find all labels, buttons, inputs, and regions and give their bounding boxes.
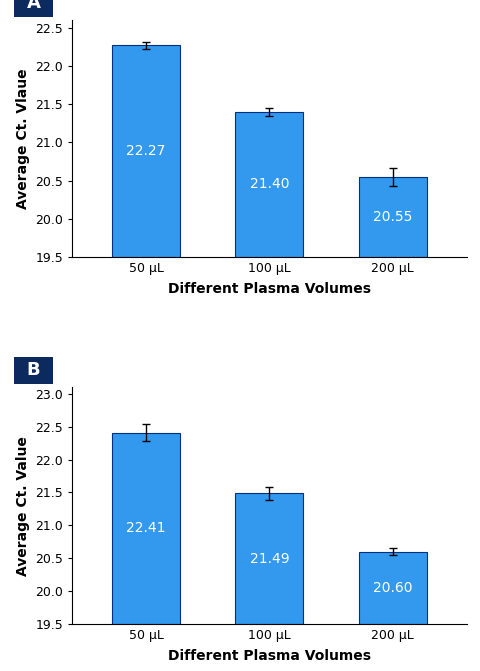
X-axis label: Different Plasma Volumes: Different Plasma Volumes <box>168 649 370 663</box>
Y-axis label: Average Ct. Value: Average Ct. Value <box>16 435 30 576</box>
Text: 22.27: 22.27 <box>126 144 166 158</box>
Text: 21.49: 21.49 <box>249 552 288 566</box>
Bar <box>358 176 426 257</box>
Text: 20.60: 20.60 <box>372 581 411 595</box>
Bar <box>358 552 426 624</box>
Text: 21.40: 21.40 <box>249 177 288 191</box>
Bar <box>235 493 302 624</box>
Y-axis label: Average Ct. Vlaue: Average Ct. Vlaue <box>16 68 30 209</box>
Text: 22.41: 22.41 <box>126 521 166 535</box>
Text: 20.55: 20.55 <box>372 210 411 224</box>
Bar <box>235 112 302 257</box>
Bar <box>112 433 180 624</box>
Text: B: B <box>27 362 40 379</box>
X-axis label: Different Plasma Volumes: Different Plasma Volumes <box>168 282 370 296</box>
Bar <box>112 46 180 257</box>
Text: A: A <box>27 0 40 12</box>
